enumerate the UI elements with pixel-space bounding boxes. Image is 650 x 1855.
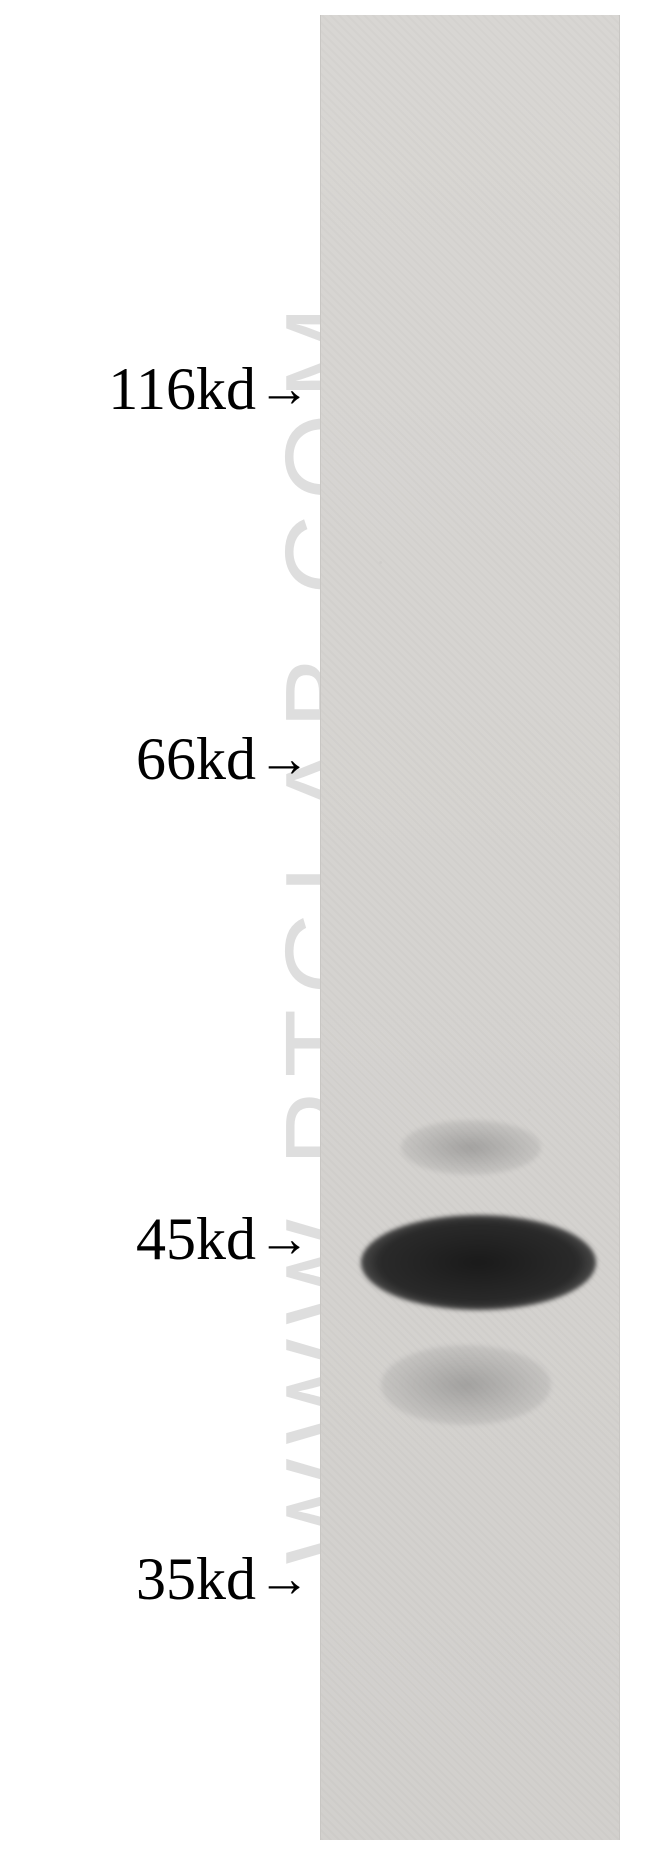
marker-66kd: 66kd → bbox=[136, 725, 310, 794]
band-main bbox=[361, 1215, 596, 1310]
arrow-icon: → bbox=[258, 1550, 310, 1609]
marker-label: 116kd bbox=[108, 355, 256, 424]
arrow-icon: → bbox=[258, 730, 310, 789]
marker-label: 35kd bbox=[136, 1545, 256, 1614]
arrow-icon: → bbox=[258, 360, 310, 419]
blot-lane bbox=[320, 15, 620, 1840]
marker-35kd: 35kd → bbox=[136, 1545, 310, 1614]
band-faint-upper bbox=[401, 1120, 541, 1175]
blot-container: WWW.PTGLAB.COM 116kd → 66kd → 45kd → 35k… bbox=[0, 0, 650, 1855]
marker-label: 45kd bbox=[136, 1205, 256, 1274]
band-faint-lower bbox=[381, 1345, 551, 1425]
marker-116kd: 116kd → bbox=[108, 355, 310, 424]
marker-label: 66kd bbox=[136, 725, 256, 794]
arrow-icon: → bbox=[258, 1210, 310, 1269]
marker-45kd: 45kd → bbox=[136, 1205, 310, 1274]
